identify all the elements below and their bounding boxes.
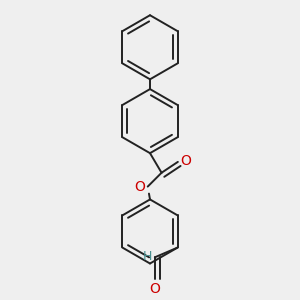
Text: O: O (134, 181, 145, 194)
Text: O: O (149, 282, 160, 296)
Text: O: O (181, 154, 191, 168)
Text: H: H (143, 250, 152, 263)
